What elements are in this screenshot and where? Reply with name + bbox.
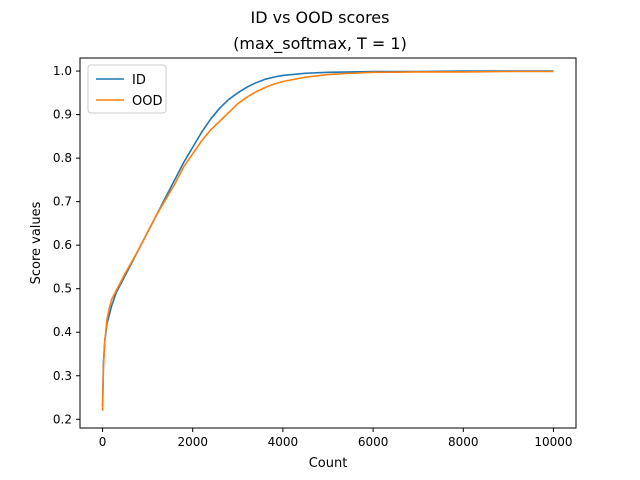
chart-subtitle: (max_softmax, T = 1) — [233, 34, 407, 53]
x-axis: 0 2000 4000 6000 8000 10000 — [99, 428, 573, 449]
legend-label-ood: OOD — [132, 94, 162, 109]
x-tick-label: 10000 — [534, 435, 572, 449]
x-tick-label: 4000 — [268, 435, 299, 449]
y-tick-label: 0.4 — [53, 325, 72, 339]
y-tick-label: 0.7 — [53, 195, 72, 209]
legend: ID OOD — [87, 64, 167, 114]
series-line-id — [101, 70, 554, 407]
y-tick-label: 0.6 — [53, 238, 72, 252]
x-axis-label: Count — [309, 456, 348, 471]
plot-frame — [79, 57, 577, 429]
y-axis-label: Score values — [29, 201, 44, 284]
x-tick-label: 6000 — [358, 435, 389, 449]
y-tick-label: 0.5 — [53, 282, 72, 296]
x-tick-label: 2000 — [177, 435, 208, 449]
y-axis: 0.2 0.3 0.4 0.5 0.6 0.7 0.8 0.9 1.0 — [53, 64, 80, 426]
plot-area — [80, 58, 576, 428]
x-tick-label: 0 — [99, 435, 107, 449]
y-tick-label: 0.2 — [53, 412, 72, 426]
y-tick-label: 0.9 — [53, 108, 72, 122]
series-lines — [101, 70, 554, 411]
y-tick-label: 1.0 — [53, 64, 72, 78]
x-tick-label: 8000 — [448, 435, 479, 449]
chart-title: ID vs OOD scores — [250, 8, 390, 27]
y-tick-label: 0.3 — [53, 369, 72, 383]
legend-box — [87, 64, 167, 114]
legend-label-id: ID — [132, 73, 146, 88]
y-tick-label: 0.8 — [53, 151, 72, 165]
series-line-ood — [101, 70, 554, 411]
